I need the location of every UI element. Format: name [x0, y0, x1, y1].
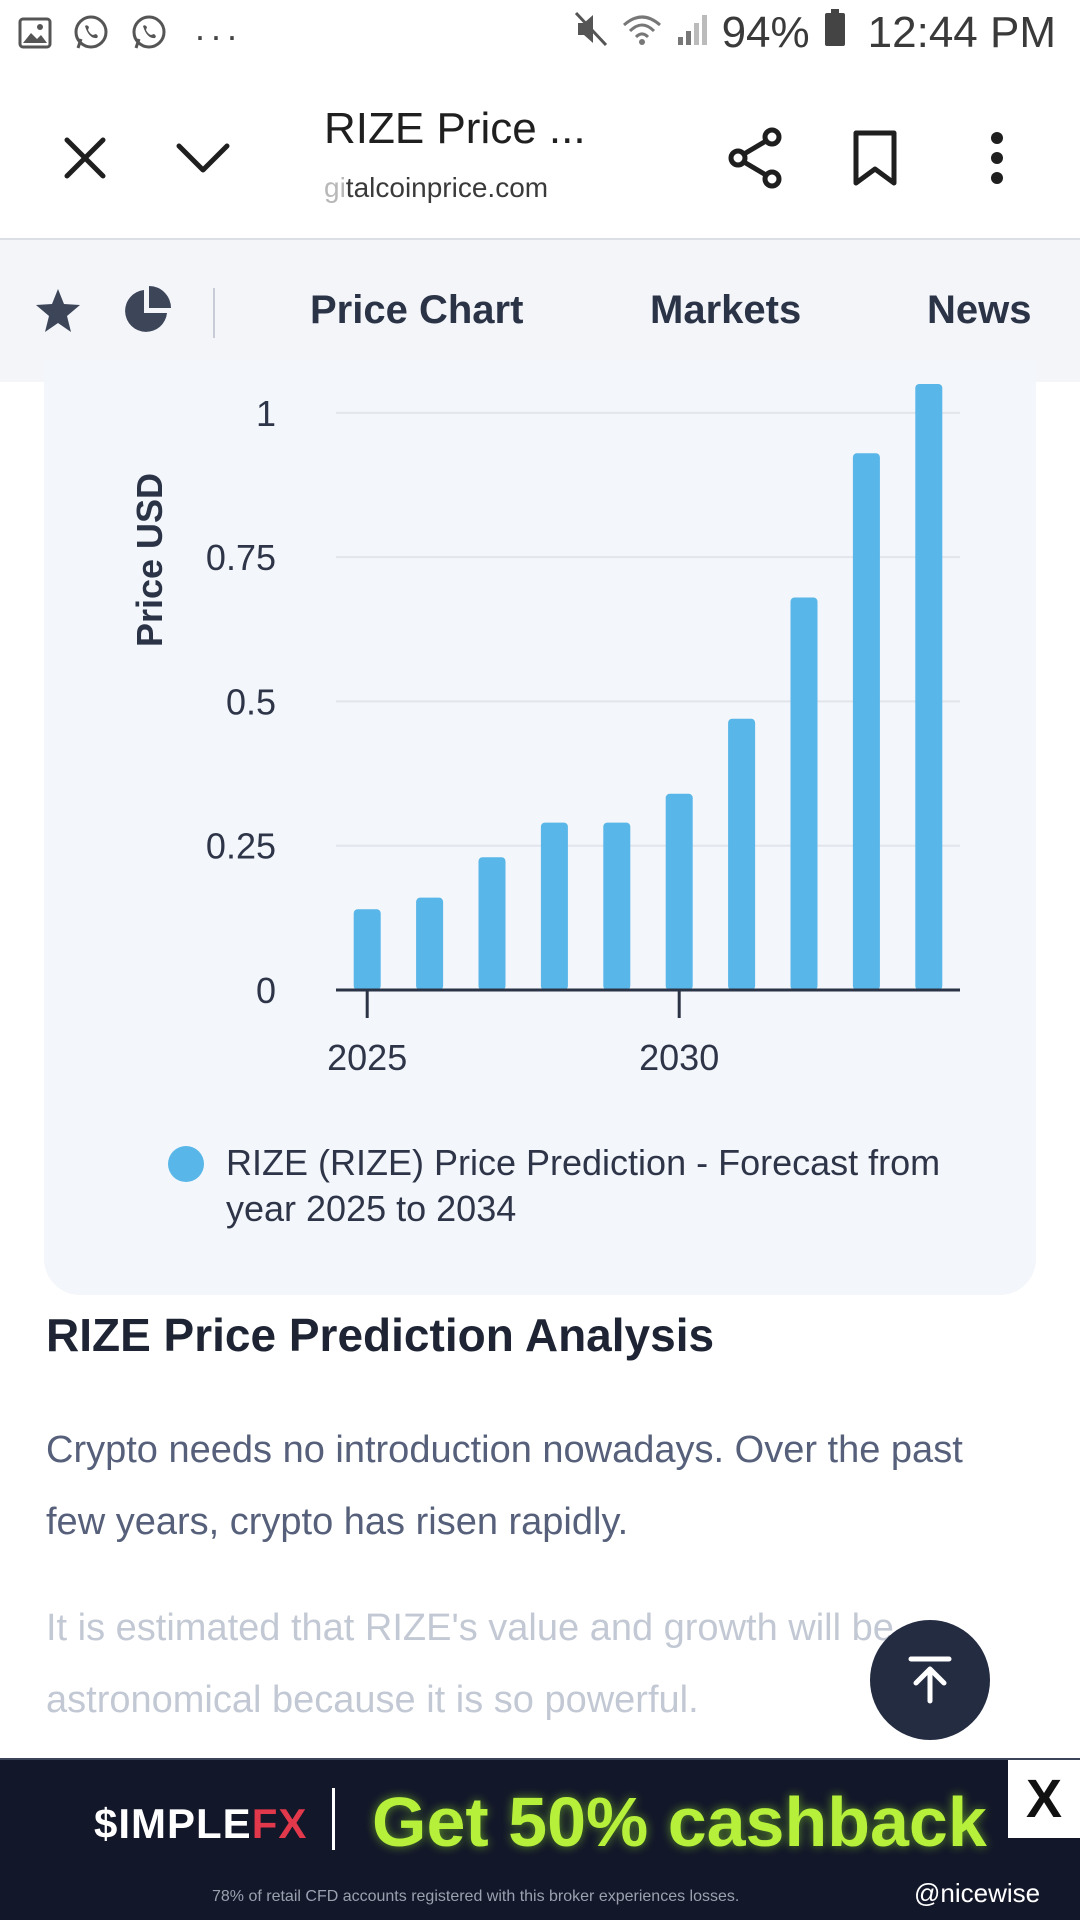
bar-2030[interactable] — [665, 793, 693, 990]
chevron-down-icon — [176, 143, 230, 173]
article-paragraph-faded: It is estimated that RIZE's value and gr… — [46, 1607, 894, 1721]
bar-2034[interactable] — [915, 384, 943, 990]
tab-price-chart[interactable]: Price Chart — [310, 288, 524, 332]
ad-brand-suffix: FX — [251, 1800, 308, 1847]
price-prediction-chart: Price USD 0 0.25 0.5 0.75 1 2025 2030 — [129, 384, 960, 1078]
bar-2029[interactable] — [603, 822, 631, 990]
close-tab-button[interactable] — [30, 76, 140, 240]
bar-2025[interactable] — [353, 909, 381, 990]
legend-marker — [168, 1146, 204, 1182]
bar-2027[interactable] — [478, 857, 506, 990]
bar-2032[interactable] — [790, 597, 818, 990]
close-icon — [64, 137, 106, 179]
status-bar: ··· 94% 12:44 PM — [0, 0, 1080, 76]
pie-chart-icon — [125, 286, 171, 332]
tab-markets[interactable]: Markets — [650, 288, 802, 332]
clock: 12:44 PM — [867, 8, 1056, 57]
share-button[interactable] — [700, 76, 810, 240]
y-tick-label: 1 — [256, 393, 276, 434]
site-nav: Price Chart Markets News — [0, 240, 1080, 382]
bookmark-button[interactable] — [820, 76, 930, 240]
browser-toolbar: RIZE Price ... gitalcoinprice.com — [0, 76, 1080, 240]
bar-2031[interactable] — [728, 718, 756, 990]
star-icon — [36, 289, 80, 332]
y-tick-label: 0.5 — [226, 681, 276, 722]
x-tick-label: 2030 — [639, 1037, 719, 1078]
tab-news[interactable]: News — [927, 288, 1032, 332]
bar-2028[interactable] — [540, 822, 568, 990]
signal-icon — [676, 8, 708, 58]
whatsapp-icon — [130, 14, 168, 57]
minimize-button[interactable] — [148, 76, 258, 240]
mute-icon — [574, 8, 608, 58]
url-faded-part: gi — [324, 172, 346, 203]
ad-brand-logo: $IMPLEFX — [94, 1800, 307, 1848]
y-tick-label: 0.75 — [206, 537, 276, 578]
article-heading: RIZE Price Prediction Analysis — [46, 1309, 715, 1361]
url-text: talcoinprice.com — [345, 172, 549, 203]
wifi-icon — [622, 8, 662, 58]
x-tick-label: 2025 — [327, 1037, 407, 1078]
ad-divider — [332, 1788, 335, 1850]
more-options-button[interactable] — [942, 76, 1052, 240]
overflow-notifications: ··· — [194, 14, 242, 56]
legend-label: RIZE (RIZE) Price Prediction - Forecast … — [226, 1142, 941, 1229]
bookmark-icon — [853, 130, 897, 186]
ad-disclaimer: 78% of retail CFD accounts registered wi… — [212, 1888, 740, 1905]
battery-icon — [824, 8, 846, 58]
scroll-to-top-button[interactable] — [870, 1620, 990, 1740]
ad-headline[interactable]: Get 50% cashback — [372, 1783, 987, 1861]
nav-divider — [213, 288, 215, 338]
ad-close-button[interactable]: X — [1008, 1760, 1080, 1838]
share-icon — [728, 127, 782, 189]
whatsapp-icon — [72, 14, 110, 57]
gallery-icon — [18, 17, 52, 54]
more-vertical-icon — [991, 132, 1003, 184]
ad-credit: @nicewise — [914, 1878, 1041, 1908]
ad-brand-prefix: $IMPLE — [94, 1800, 252, 1847]
portfolio-button[interactable] — [120, 285, 172, 337]
chart-legend[interactable]: RIZE (RIZE) Price Prediction - Forecast … — [168, 1140, 988, 1232]
bar-2026[interactable] — [416, 897, 444, 990]
favorites-button[interactable] — [32, 285, 84, 337]
ad-banner[interactable]: $IMPLEFX Get 50% cashback X 78% of retai… — [0, 1758, 1080, 1920]
page-title[interactable]: RIZE Price ... — [324, 104, 586, 153]
y-tick-label: 0.25 — [206, 826, 276, 867]
arrow-up-to-top-icon — [908, 1656, 952, 1704]
page-url[interactable]: gitalcoinprice.com — [324, 172, 548, 204]
y-axis-label: Price USD — [129, 473, 170, 647]
article-paragraph: Crypto needs no introduction nowadays. O… — [46, 1429, 963, 1543]
y-tick-label: 0 — [256, 970, 276, 1011]
bar-2033[interactable] — [852, 453, 880, 990]
battery-percent: 94% — [721, 8, 810, 57]
